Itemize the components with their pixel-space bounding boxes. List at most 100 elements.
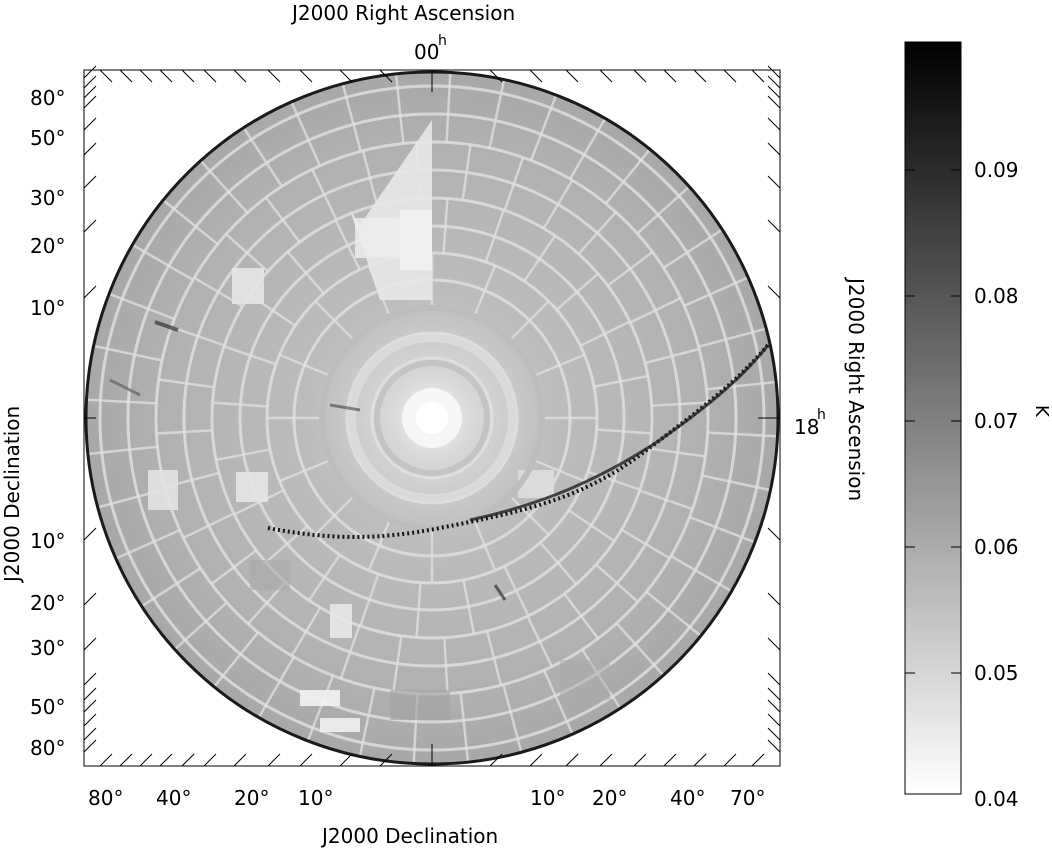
edge-tick [723, 69, 737, 83]
tile-spoke [307, 554, 341, 602]
tile-spoke [210, 549, 258, 586]
tile-spoke [158, 378, 215, 389]
edge-tick [379, 69, 393, 83]
tile-spoke [314, 494, 356, 536]
tile-spoke [488, 79, 506, 149]
tile-spoke [577, 211, 617, 255]
left-dec-tick: 10° [30, 529, 66, 553]
edge-tick [663, 753, 677, 767]
edge-tick [83, 527, 97, 541]
left-axis-title: J2000 Declination [0, 405, 24, 582]
colorbar-tick-label: 0.09 [974, 158, 1019, 182]
ra-label-top-unit: h [438, 33, 447, 49]
tile-spoke [529, 94, 558, 161]
edge-tick [83, 713, 97, 727]
edge-tick [767, 739, 781, 753]
tile-spoke [615, 622, 665, 677]
edge-tick [767, 65, 781, 79]
declination-edge-ticks [83, 65, 781, 767]
tile-spoke [503, 565, 530, 617]
right-axis-title: J2000 Right Ascension [844, 278, 868, 502]
tile-spoke [629, 297, 682, 324]
tile-spoke [361, 150, 379, 206]
tile-spoke [358, 687, 376, 757]
edge-tick [83, 739, 97, 753]
tile-spoke [264, 196, 301, 244]
tile-spoke [587, 470, 641, 491]
left-dec-tick: 30° [30, 636, 66, 660]
edge-tick [599, 753, 613, 767]
tile-spoke [223, 345, 277, 366]
tile-spoke [341, 83, 362, 152]
tile-spoke [604, 148, 651, 205]
tile-spoke [701, 474, 771, 492]
tile-spoke [443, 637, 449, 694]
tile-spoke [472, 519, 497, 571]
edge-tick [203, 69, 217, 83]
tile-spoke [620, 528, 671, 560]
bottom-dec-tick: 40° [670, 786, 706, 810]
edge-tick [767, 75, 781, 89]
tile-spoke [199, 159, 249, 214]
tile-spoke [542, 669, 574, 735]
edge-tick [767, 727, 781, 741]
edge-tick [693, 753, 707, 767]
tile-spoke [555, 272, 599, 311]
tile-spoke [523, 234, 557, 282]
tile-spoke [639, 489, 693, 511]
edge-tick [99, 753, 113, 767]
tile-spoke [461, 144, 472, 201]
tile-spoke [394, 73, 405, 144]
colorbar [904, 41, 962, 795]
tile-spoke [707, 431, 778, 438]
edge-tick [181, 69, 195, 83]
edge-tick [767, 527, 781, 541]
colorbar-unit-label: K [1031, 405, 1052, 417]
tile-spoke [484, 209, 505, 263]
tile-spoke [233, 489, 285, 516]
edge-tick [339, 753, 353, 767]
edge-tick [83, 175, 97, 189]
edge-tick [159, 69, 173, 83]
axis-ticks [84, 70, 780, 766]
tile-spoke [533, 353, 585, 378]
left-dec-tick: 50° [30, 126, 66, 150]
tile-spoke [141, 567, 202, 608]
edge-tick [83, 142, 97, 156]
tile-spoke [286, 251, 325, 295]
edge-tick [139, 753, 153, 767]
tile-spoke [339, 625, 361, 679]
left-dec-tick: 10° [30, 296, 66, 320]
edge-tick [267, 69, 281, 83]
edge-tick [83, 285, 97, 299]
tile-spoke [131, 243, 194, 281]
edge-tick [267, 753, 281, 767]
edge-tick [565, 753, 579, 767]
tile-spoke [87, 445, 158, 456]
edge-tick [489, 69, 503, 83]
tile-spoke [290, 101, 322, 167]
tile-spoke [367, 519, 392, 571]
tile-spoke [445, 72, 452, 143]
bottom-dec-tick: 10° [298, 786, 334, 810]
tile-spoke [568, 509, 616, 543]
left-dec-tick: 30° [30, 186, 66, 210]
tile-spoke [162, 199, 219, 246]
edge-tick [767, 687, 781, 701]
tile-spoke [93, 344, 163, 362]
tile-spoke [472, 265, 497, 317]
tile-spoke [485, 630, 503, 686]
colorbar-tick-label: 0.05 [974, 661, 1019, 685]
tile-spoke [392, 635, 403, 692]
edge-tick [529, 69, 543, 83]
tile-spoke [459, 692, 470, 763]
edge-tick [119, 753, 133, 767]
edge-tick [565, 69, 579, 83]
edge-tick [767, 285, 781, 299]
tile-spoke [645, 590, 702, 637]
colorbar-ticks [905, 169, 961, 674]
bottom-dec-tick: 80° [88, 786, 124, 810]
edge-tick [119, 69, 133, 83]
edge-tick [529, 753, 543, 767]
tile-spoke [606, 250, 654, 287]
